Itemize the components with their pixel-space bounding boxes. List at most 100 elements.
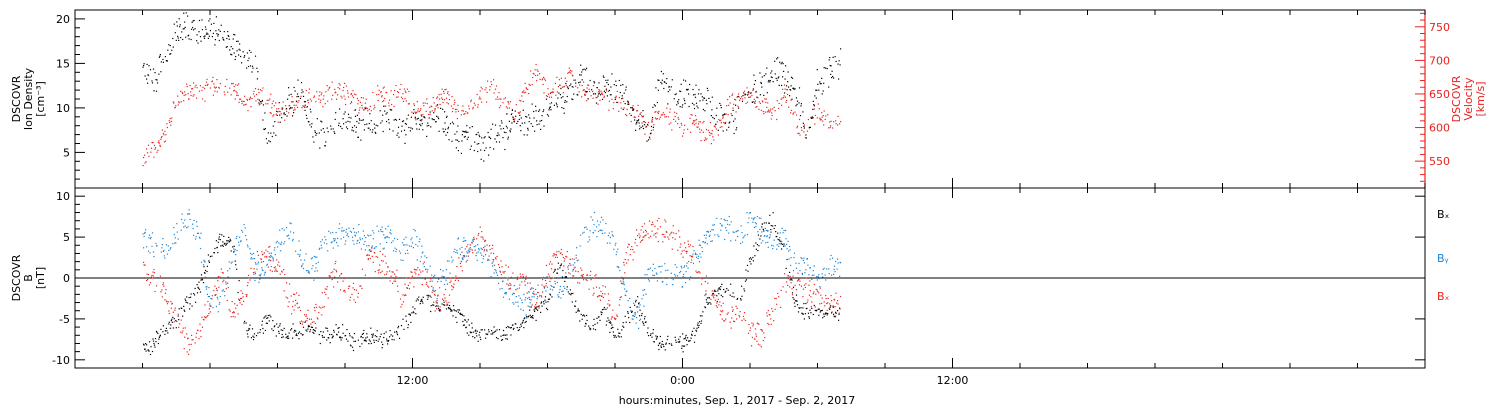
velocity-series-point: [489, 89, 491, 91]
by-series-point: [341, 227, 343, 229]
velocity-series-point: [798, 118, 801, 121]
by-series-point: [142, 233, 144, 235]
bz-series-point: [360, 285, 362, 287]
bx-series-point: [722, 296, 724, 298]
bz-series-point: [531, 304, 533, 306]
bx-series-point: [475, 332, 477, 334]
density-series-point: [722, 114, 724, 116]
density-series-point: [259, 101, 261, 103]
bx-series-point: [641, 312, 643, 315]
bx-series-point: [622, 322, 624, 324]
bz-series-point: [271, 270, 273, 272]
bx-series-point: [294, 329, 296, 331]
bx-series-point: [474, 330, 476, 332]
bx-series-point: [400, 325, 403, 327]
by-series-point: [753, 226, 755, 229]
velocity-series-point: [600, 93, 603, 95]
bz-series-point: [213, 289, 215, 292]
velocity-series-point: [450, 105, 453, 107]
density-series-point: [579, 81, 581, 83]
bx-series-point: [298, 338, 300, 340]
bx-series-point: [386, 338, 388, 340]
by-series-point: [718, 235, 720, 237]
bx-series-point: [502, 334, 504, 336]
bz-series-point: [632, 249, 634, 251]
density-series-point: [620, 84, 622, 86]
density-series-point: [406, 118, 408, 120]
density-series-point: [279, 121, 281, 123]
by-series-point: [614, 244, 616, 246]
velocity-series-point: [814, 123, 816, 125]
by-series-point: [780, 243, 782, 245]
density-series-point: [286, 115, 288, 117]
velocity-series-point: [163, 134, 165, 136]
velocity-series-point: [617, 102, 619, 104]
bz-series-point: [626, 262, 628, 264]
bz-series-point: [552, 272, 555, 274]
bz-series-point: [658, 217, 660, 219]
bz-series-point: [293, 309, 295, 311]
velocity-series-point: [669, 111, 671, 113]
density-series-point: [792, 87, 795, 89]
bx-series-point: [746, 264, 749, 266]
bx-series-point: [777, 232, 779, 234]
velocity-series-point: [527, 88, 529, 91]
by-series-point: [192, 227, 194, 230]
bz-series-point: [374, 271, 376, 273]
velocity-series-point: [783, 95, 785, 97]
bz-series-point: [196, 332, 198, 334]
bz-series-point: [354, 301, 357, 303]
by-series-point: [339, 223, 341, 225]
density-series-point: [838, 60, 840, 62]
bz-series-point: [481, 248, 483, 250]
by-series-point: [551, 285, 553, 288]
bz-series-point: [225, 288, 227, 290]
bz-series-point: [477, 234, 479, 236]
density-series-point: [637, 120, 639, 122]
by-series-point: [496, 274, 499, 276]
velocity-series-point: [419, 109, 421, 111]
velocity-series-point: [543, 76, 545, 78]
bz-series-point: [448, 301, 450, 304]
bx-series-point: [361, 333, 363, 335]
bx-series-point: [461, 314, 463, 316]
bz-series-point: [534, 306, 536, 308]
density-series-point: [640, 126, 642, 129]
bz-series-point: [270, 252, 272, 254]
by-series-point: [798, 262, 800, 265]
bz-series-point: [662, 241, 664, 243]
density-series-point: [695, 84, 697, 86]
density-series-point: [177, 37, 179, 39]
density-series-point: [485, 147, 487, 149]
by-series-point: [597, 230, 600, 233]
bz-series-point: [330, 272, 332, 274]
bfield-axis-title-line: B: [22, 274, 35, 282]
velocity-series-point: [652, 129, 654, 131]
bz-series-point: [367, 254, 369, 256]
density-series-point: [760, 81, 762, 84]
by-series-point: [147, 250, 150, 252]
by-series-point: [577, 259, 579, 261]
velocity-series-point: [444, 99, 446, 101]
bz-series-point: [247, 282, 249, 284]
density-series-point: [205, 28, 207, 30]
bx-series-point: [653, 341, 655, 343]
bx-series-point: [577, 308, 579, 310]
bz-series-point: [381, 260, 383, 262]
density-series-point: [254, 55, 257, 57]
velocity-series-point: [150, 151, 152, 153]
bx-series-point: [310, 326, 312, 328]
bx-series-point: [313, 329, 315, 331]
density-series-point: [181, 31, 183, 33]
by-series-point: [642, 289, 644, 291]
by-series-point: [833, 273, 835, 275]
velocity-series-point: [381, 96, 383, 98]
bx-series-point: [232, 246, 234, 248]
bx-series-point: [381, 341, 383, 343]
by-series-point: [266, 263, 268, 265]
velocity-series-point: [564, 77, 566, 79]
by-series-point: [324, 236, 326, 238]
bx-series-point: [765, 222, 767, 224]
density-series-point: [593, 81, 595, 83]
bx-series-point: [567, 291, 569, 293]
